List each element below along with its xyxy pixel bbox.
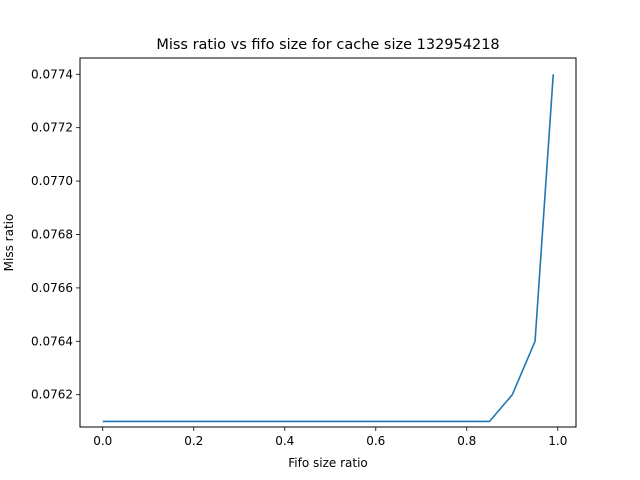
x-tick-label: 0.6: [366, 434, 385, 448]
x-tick-label: 0.0: [93, 434, 112, 448]
x-tick-label: 1.0: [548, 434, 567, 448]
y-tick-label: 0.0774: [31, 67, 73, 81]
y-tick-label: 0.0762: [31, 388, 73, 402]
y-axis-label: Miss ratio: [2, 214, 16, 272]
x-axis-label: Fifo size ratio: [288, 456, 368, 470]
plot-area: [102, 74, 555, 423]
chart-title: Miss ratio vs fifo size for cache size 1…: [156, 37, 499, 53]
y-tick-label: 0.0772: [31, 121, 73, 135]
axes-frame: [79, 57, 577, 428]
x-tick-label: 0.4: [275, 434, 294, 448]
y-tick-label: 0.0766: [31, 281, 73, 295]
y-tick-label: 0.0764: [31, 334, 73, 348]
x-tick-label: 0.8: [457, 434, 476, 448]
y-tick-label: 0.0768: [31, 227, 73, 241]
y-tick-label: 0.0770: [31, 174, 73, 188]
series-line: [102, 74, 555, 423]
x-tick-label: 0.2: [184, 434, 203, 448]
